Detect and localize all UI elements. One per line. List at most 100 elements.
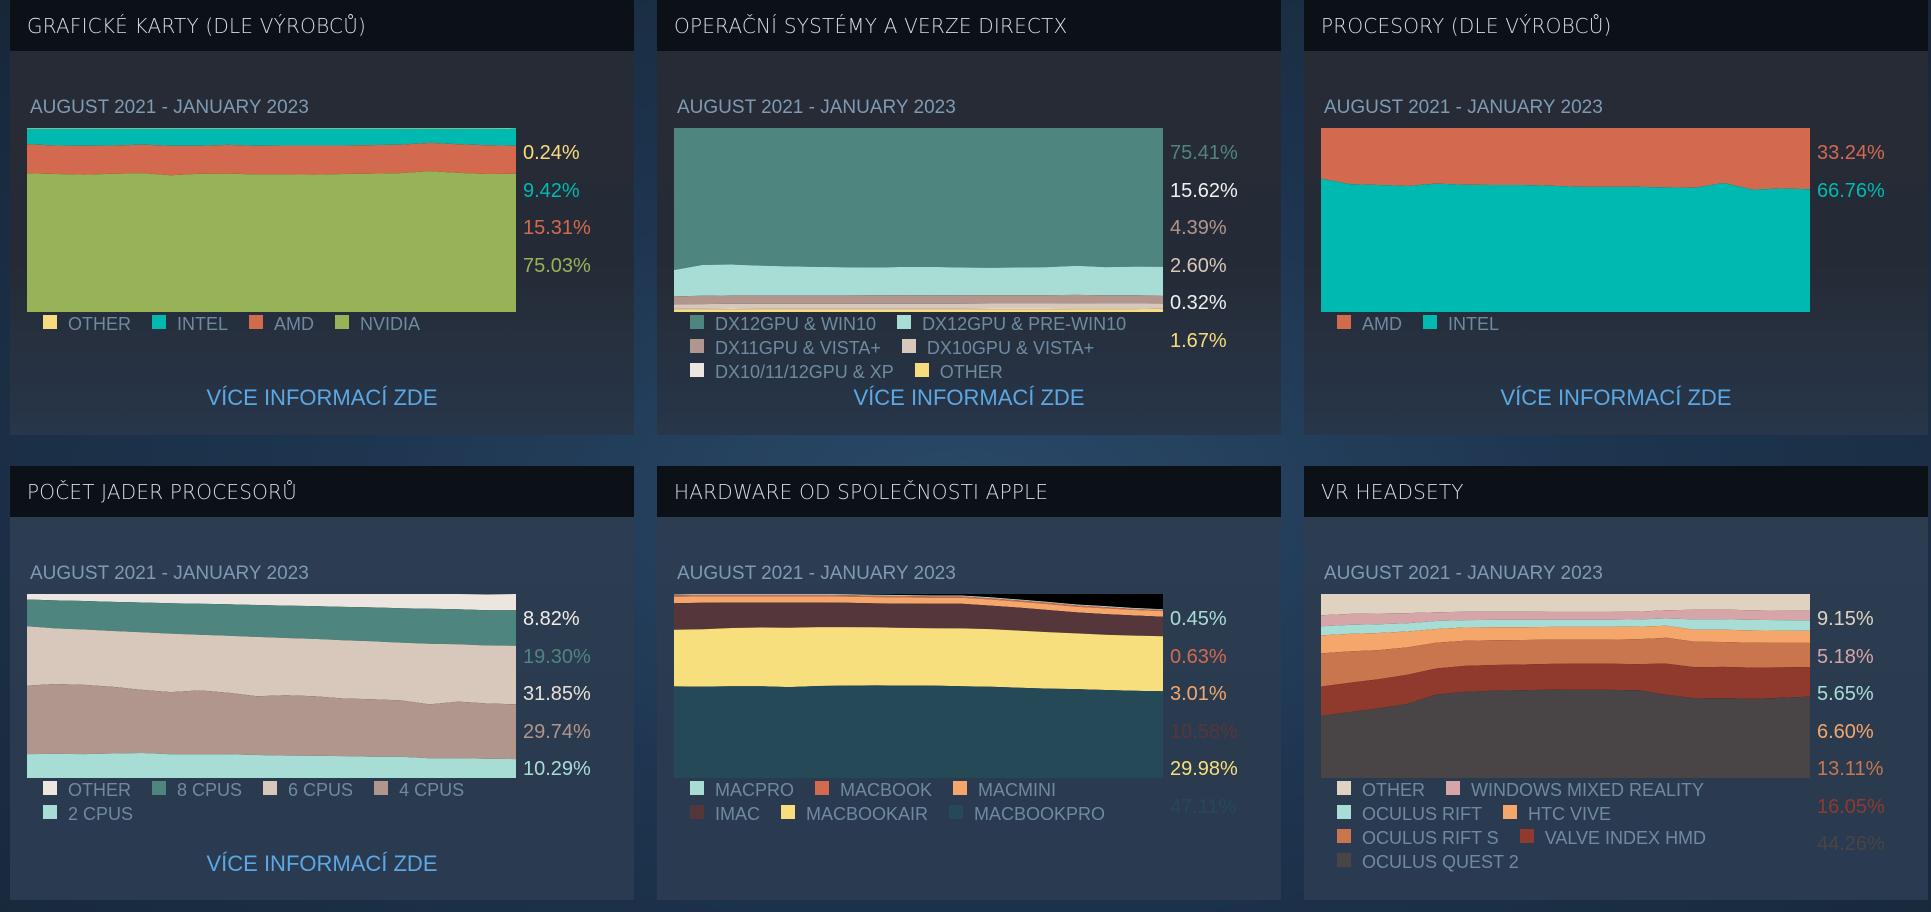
legend-item-oculus-rift[interactable]: OCULUS RIFT — [1337, 803, 1482, 826]
area-series-other[interactable] — [1321, 594, 1810, 616]
legend-item-macbookpro[interactable]: MACBOOKPRO — [949, 803, 1105, 826]
area-series-macmini[interactable] — [674, 596, 1163, 617]
legend-item-other[interactable]: OTHER — [914, 361, 1003, 384]
panel-body: AUGUST 2021 - JANUARY 2023 8.82% 19.30% 31… — [10, 517, 634, 900]
area-series-intel[interactable] — [27, 128, 516, 146]
area-series-macbookair[interactable] — [674, 627, 1163, 692]
stacked-area-chart — [1321, 128, 1810, 312]
legend-item-windows-mixed-reality[interactable]: WINDOWS MIXED REALITY — [1446, 779, 1704, 802]
legend-label: DX12GPU & PRE-WIN10 — [922, 314, 1127, 334]
area-series-macbookpro[interactable] — [674, 685, 1163, 778]
legend-item-intel[interactable]: INTEL — [152, 313, 228, 336]
value-labels: 8.82% 19.30% 31.85% 29.74% 10.29% — [523, 608, 591, 796]
area-series-8-cpus[interactable] — [27, 599, 516, 646]
legend-label: OTHER — [939, 362, 1003, 382]
legend-item-oculus-quest-2[interactable]: OCULUS QUEST 2 — [1337, 851, 1519, 874]
area-series-htc-vive[interactable] — [1321, 625, 1810, 654]
area-series-other[interactable] — [27, 594, 516, 611]
area-series-amd[interactable] — [1321, 128, 1810, 190]
legend-item-valve-index-hmd[interactable]: VALVE INDEX HMD — [1519, 827, 1706, 850]
legend-item-other[interactable]: OTHER — [43, 779, 131, 802]
value-label-windows-mixed-reality: 5.18% — [1817, 645, 1874, 668]
legend-swatch — [690, 781, 704, 795]
legend-item-dx10gpu-vista[interactable]: DX10GPU & VISTA+ — [901, 337, 1095, 360]
legend-item-dx10-11-12gpu-xp[interactable]: DX10/11/12GPU & XP — [690, 361, 894, 384]
panel-body: AUGUST 2021 - JANUARY 2023 75.41% 15.62% 4… — [657, 51, 1281, 435]
legend-swatch — [43, 805, 57, 819]
area-series-dx12gpu-pre-win10[interactable] — [674, 264, 1163, 297]
area-series-imac[interactable] — [674, 602, 1163, 637]
legend-label: DX11GPU & VISTA+ — [715, 338, 881, 358]
panel-title: POČET JADER PROCESORŮ — [10, 466, 634, 517]
panel-title: VR HEADSETY — [1304, 466, 1928, 517]
legend-item-8-cpus[interactable]: 8 CPUS — [152, 779, 242, 802]
legend-item-other[interactable]: OTHER — [43, 313, 131, 336]
legend-item-dx12gpu-win10[interactable]: DX12GPU & WIN10 — [690, 313, 876, 336]
area-series-valve-index-hmd[interactable] — [1321, 663, 1810, 716]
area-series-windows-mixed-reality[interactable] — [1321, 609, 1810, 627]
legend-item-htc-vive[interactable]: HTC VIVE — [1503, 803, 1611, 826]
area-series-oculus-rift-s[interactable] — [1321, 637, 1810, 687]
area-series-4-cpus[interactable] — [27, 684, 516, 760]
legend-item-2-cpus[interactable]: 2 CPUS — [43, 803, 133, 826]
legend-item-macpro[interactable]: MACPRO — [690, 779, 794, 802]
legend-swatch — [897, 315, 912, 329]
legend-label: INTEL — [177, 314, 229, 334]
panel-gpu: GRAFICKÉ KARTY (DLE VÝROBCŮ) AUGUST 2021… — [10, 0, 634, 435]
value-label-intel: 66.76% — [1817, 179, 1885, 202]
more-info-link[interactable]: VÍCE INFORMACÍ ZDE — [206, 385, 438, 410]
area-series-oculus-rift[interactable] — [1321, 618, 1810, 636]
panel-body: AUGUST 2021 - JANUARY 2023 0.24% 9.42% 15.… — [10, 51, 634, 435]
area-series-oculus-quest-2[interactable] — [1321, 689, 1810, 778]
value-label-macbook: 0.63% — [1170, 645, 1227, 668]
legend-label: HTC VIVE — [1528, 804, 1612, 824]
value-labels: 75.41% 15.62% 4.39% 2.60% 0.32% 1.67% — [1170, 142, 1238, 367]
area-series-2-cpus[interactable] — [27, 753, 516, 778]
legend-swatch — [914, 363, 929, 377]
area-series-6-cpus[interactable] — [27, 626, 516, 705]
more-info-link[interactable]: VÍCE INFORMACÍ ZDE — [206, 851, 438, 876]
area-series-dx12gpu-win10[interactable] — [674, 128, 1163, 270]
legend-swatch — [949, 805, 964, 819]
value-label-oculus-rift: 5.65% — [1817, 683, 1874, 705]
legend-label: 4 CPUS — [399, 780, 465, 800]
area-series-nvidia[interactable] — [27, 171, 516, 312]
area-series-dx10-11-12gpu-xp[interactable] — [674, 308, 1163, 310]
area-series-intel[interactable] — [1321, 178, 1810, 312]
legend-label: DX10/11/12GPU & XP — [715, 362, 894, 382]
legend-item-nvidia[interactable]: NVIDIA — [335, 313, 420, 336]
legend-item-other[interactable]: OTHER — [1337, 779, 1425, 802]
legend-label: DX10GPU & VISTA+ — [926, 338, 1095, 358]
legend-item-macbookair[interactable]: MACBOOKAIR — [781, 803, 928, 826]
legend-item-intel[interactable]: INTEL — [1423, 313, 1499, 336]
value-label-other: 8.82% — [523, 608, 580, 630]
legend-swatch — [901, 339, 916, 353]
area-series-other[interactable] — [27, 128, 516, 129]
legend-swatch — [43, 781, 57, 795]
legend-item-macbook[interactable]: MACBOOK — [815, 779, 932, 802]
area-series-amd[interactable] — [27, 142, 516, 176]
legend-item-amd[interactable]: AMD — [1337, 313, 1402, 336]
legend-item-amd[interactable]: AMD — [249, 313, 314, 336]
legend-item-dx12gpu-pre-win10[interactable]: DX12GPU & PRE-WIN10 — [897, 313, 1126, 336]
area-series-dx10gpu-vista[interactable] — [674, 303, 1163, 309]
legend-swatch — [1337, 853, 1351, 867]
stacked-area-chart — [27, 128, 516, 312]
more-info-link[interactable]: VÍCE INFORMACÍ ZDE — [853, 385, 1085, 410]
legend-swatch — [152, 781, 166, 795]
legend-item-6-cpus[interactable]: 6 CPUS — [263, 779, 353, 802]
value-label-dx10gpu-vista: 2.60% — [1170, 254, 1227, 277]
panel-vr: VR HEADSETY AUGUST 2021 - JANUARY 2023 9… — [1304, 466, 1928, 900]
legend-item-oculus-rift-s[interactable]: OCULUS RIFT S — [1337, 827, 1499, 850]
value-label-other: 9.15% — [1817, 608, 1874, 630]
legend-item-4-cpus[interactable]: 4 CPUS — [374, 779, 464, 802]
area-series-other[interactable] — [674, 308, 1163, 312]
value-label-dx10-11-12gpu-xp: 0.32% — [1170, 292, 1227, 314]
legend-item-macmini[interactable]: MACMINI — [953, 779, 1056, 802]
legend-label: MACBOOKPRO — [974, 804, 1106, 824]
area-series-dx11gpu-vista[interactable] — [674, 294, 1163, 305]
legend-item-dx11gpu-vista[interactable]: DX11GPU & VISTA+ — [690, 337, 881, 360]
legend-item-imac[interactable]: IMAC — [690, 803, 760, 826]
legend-label: MACBOOK — [840, 780, 933, 800]
more-info-link[interactable]: VÍCE INFORMACÍ ZDE — [1500, 385, 1732, 410]
